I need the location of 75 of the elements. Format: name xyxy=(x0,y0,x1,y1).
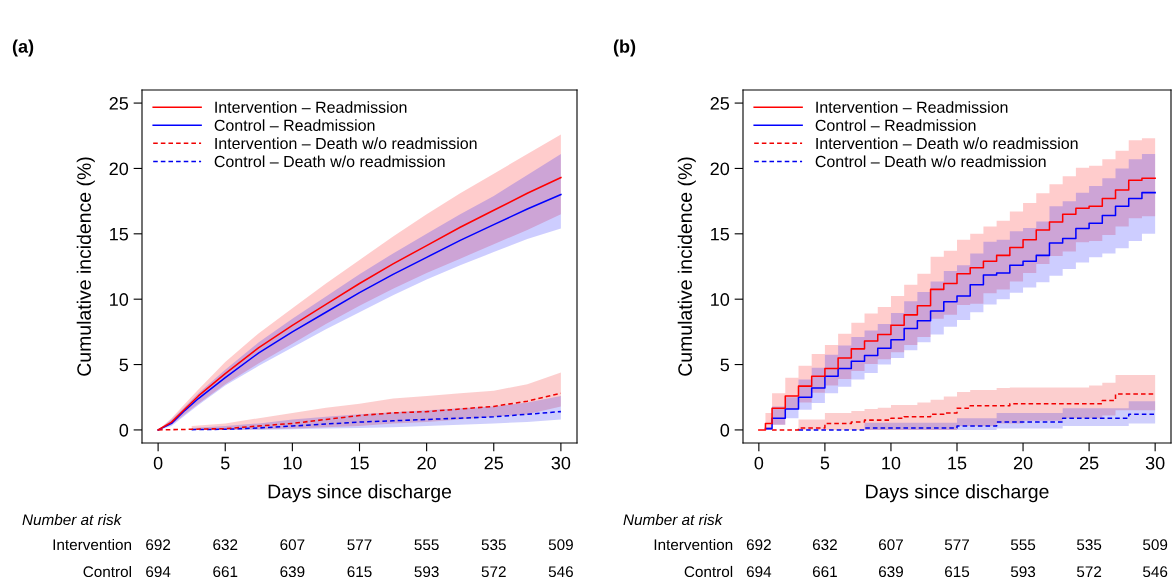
text: 661 xyxy=(812,566,837,577)
y-tick-label: 25 xyxy=(710,97,730,110)
legend-label: Intervention – Readmission xyxy=(215,101,407,113)
x-tick-label: 20 xyxy=(1013,456,1033,470)
x-tick-label: 30 xyxy=(1145,456,1165,470)
y-tick-label: 15 xyxy=(711,227,730,241)
x-tick-label: 0 xyxy=(754,456,764,470)
y-axis-title: Cumulative incidence (%) xyxy=(76,157,95,376)
y-tick-label: 25 xyxy=(109,97,129,110)
text: 546 xyxy=(1143,566,1168,577)
text: 509 xyxy=(1143,539,1168,551)
x-tick-label: 25 xyxy=(484,456,504,470)
x-tick-label: 30 xyxy=(551,456,571,470)
text: Number at risk xyxy=(623,513,723,526)
y-axis-title: Cumulative incidence (%) xyxy=(677,157,696,376)
y-tick-label: 15 xyxy=(110,227,129,241)
text: 509 xyxy=(548,539,573,551)
text: 572 xyxy=(1076,566,1102,577)
y-tick-label: 10 xyxy=(711,293,730,306)
text: 546 xyxy=(548,566,573,577)
legend-label: Control – Death w/o readmission xyxy=(214,155,445,168)
x-tick-label: 10 xyxy=(882,456,901,470)
text: 694 xyxy=(746,566,772,577)
text: Intervention xyxy=(654,538,733,551)
text: 555 xyxy=(1010,539,1036,551)
text: Control xyxy=(684,565,733,577)
x-tick-label: 15 xyxy=(948,456,967,470)
text: 577 xyxy=(347,539,372,551)
legend-label: Intervention – Death w/o readmission xyxy=(816,137,1078,150)
text: 632 xyxy=(213,539,238,551)
text: 615 xyxy=(945,566,970,577)
legend-label: Control – Readmission xyxy=(815,119,976,131)
line-series xyxy=(190,410,562,431)
y-tick-label: 5 xyxy=(119,358,129,372)
text: 593 xyxy=(414,566,439,577)
y-tick-label: 10 xyxy=(110,293,129,306)
text: 577 xyxy=(944,539,969,551)
text: 572 xyxy=(481,566,506,577)
x-tick-label: 5 xyxy=(220,456,230,470)
text: 535 xyxy=(481,539,506,551)
x-axis-title: Days since discharge xyxy=(268,484,452,503)
x-tick-label: 0 xyxy=(153,456,163,470)
x-tick-label: 15 xyxy=(350,456,369,470)
x-tick-label: 10 xyxy=(283,456,302,470)
text: 593 xyxy=(1010,566,1036,577)
x-tick-label: 20 xyxy=(417,456,436,470)
legend-label: Intervention – Readmission xyxy=(816,101,1008,113)
text: 639 xyxy=(878,566,903,577)
legend-label: Control – Death w/o readmission xyxy=(815,155,1046,168)
text: 607 xyxy=(878,539,903,551)
text: 615 xyxy=(347,566,372,577)
x-tick-label: 25 xyxy=(1079,456,1099,470)
text: 692 xyxy=(146,539,171,551)
y-tick-label: 20 xyxy=(710,162,730,176)
text: Number at risk xyxy=(22,513,122,526)
y-tick-label: 0 xyxy=(119,423,129,437)
chart-title: (a) xyxy=(12,39,34,57)
y-tick-label: 5 xyxy=(720,358,730,372)
legend-label: Intervention – Death w/o readmission xyxy=(215,137,477,150)
text: 632 xyxy=(812,539,837,551)
x-tick-label: 5 xyxy=(820,456,830,470)
x-axis-title: Days since discharge xyxy=(866,484,1049,503)
text: 535 xyxy=(1076,539,1102,551)
legend-label: Control – Readmission xyxy=(214,119,375,131)
text: 694 xyxy=(146,566,171,577)
text: 555 xyxy=(414,539,439,551)
text: 661 xyxy=(213,566,238,577)
text: 639 xyxy=(280,566,305,577)
y-tick-label: 20 xyxy=(109,162,129,176)
text: 692 xyxy=(746,539,771,551)
text: Intervention xyxy=(53,538,132,551)
chart-title: (b) xyxy=(613,39,636,57)
text: Control xyxy=(83,565,131,577)
y-tick-label: 0 xyxy=(720,423,730,437)
text: 607 xyxy=(280,539,305,551)
